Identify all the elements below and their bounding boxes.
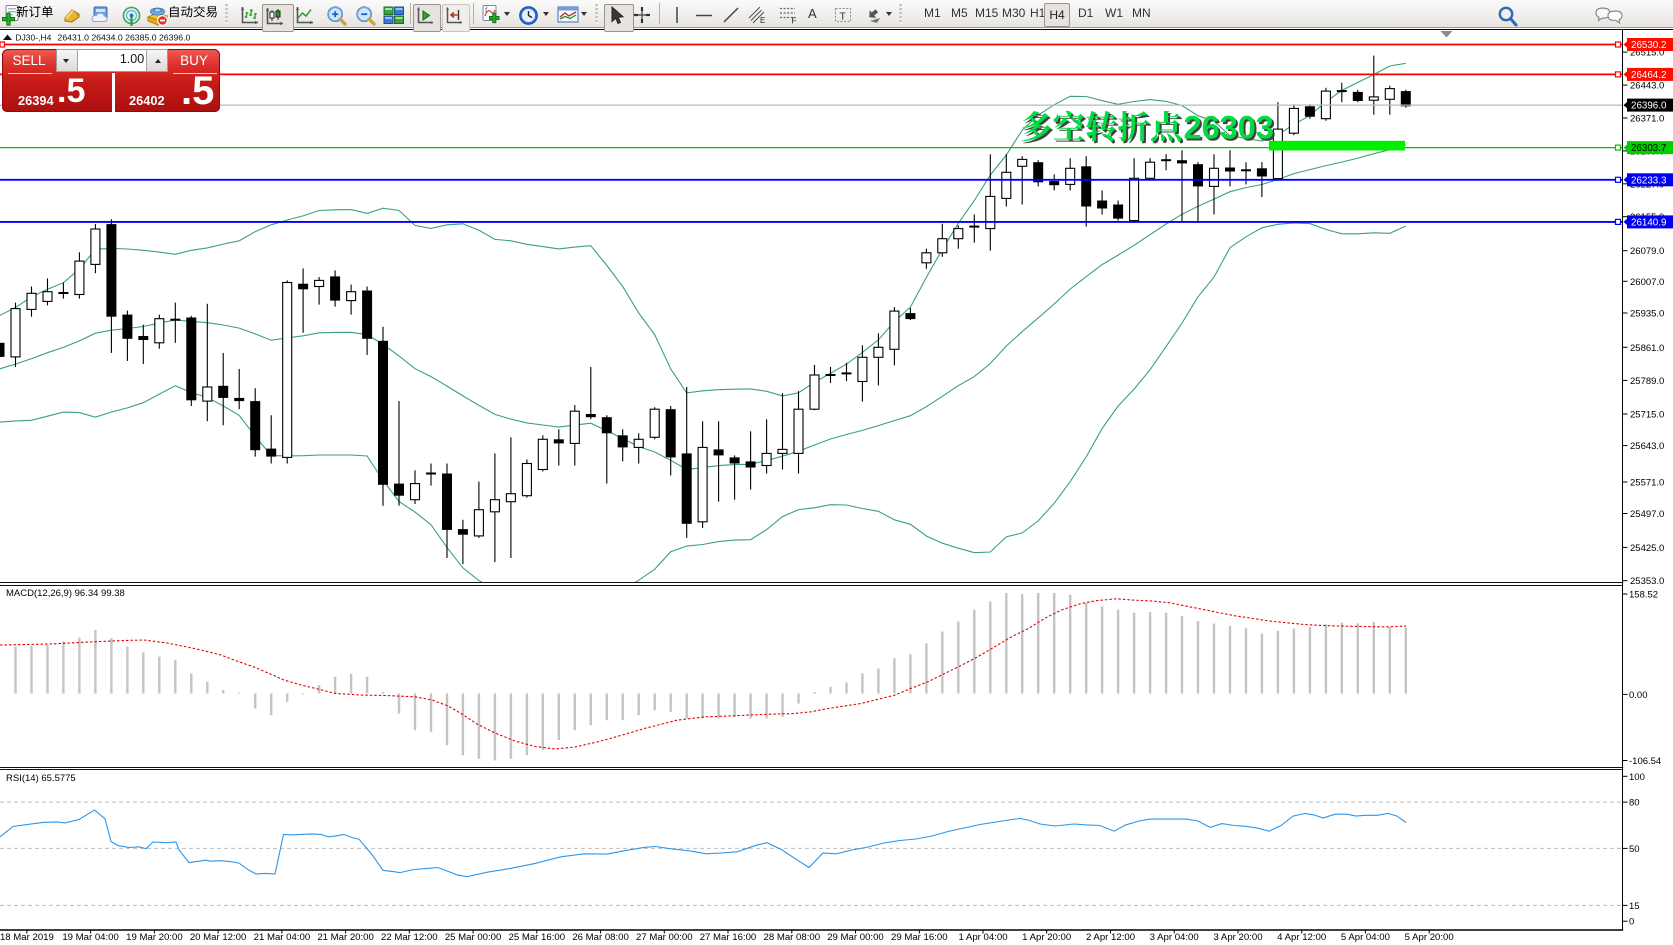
svg-text:-106.54: -106.54 bbox=[1629, 756, 1661, 767]
svg-text:26431.0 26434.0 26385.0 26396.: 26431.0 26434.0 26385.0 26396.0 bbox=[58, 32, 191, 42]
svg-text:19 Mar 20:00: 19 Mar 20:00 bbox=[126, 932, 183, 943]
svg-text:27 Mar 16:00: 27 Mar 16:00 bbox=[700, 932, 757, 943]
svg-text:50: 50 bbox=[1629, 844, 1640, 855]
svg-text:25 Mar 16:00: 25 Mar 16:00 bbox=[509, 932, 566, 943]
svg-text:27 Mar 00:00: 27 Mar 00:00 bbox=[636, 932, 693, 943]
svg-text:F: F bbox=[792, 16, 797, 25]
svg-text:26530.2: 26530.2 bbox=[1631, 40, 1666, 51]
svg-text:f: f bbox=[485, 6, 488, 14]
svg-text:26515.0: 26515.0 bbox=[1630, 48, 1664, 59]
svg-text:26007.0: 26007.0 bbox=[1630, 277, 1664, 288]
svg-text:T: T bbox=[840, 10, 847, 22]
svg-text:26140.9: 26140.9 bbox=[1631, 217, 1666, 228]
svg-text:28 Mar 08:00: 28 Mar 08:00 bbox=[764, 932, 821, 943]
svg-text:80: 80 bbox=[1629, 798, 1640, 809]
svg-text:E: E bbox=[760, 16, 765, 25]
svg-text:25861.0: 25861.0 bbox=[1630, 343, 1664, 354]
svg-text:25571.0: 25571.0 bbox=[1630, 478, 1664, 489]
svg-text:26233.3: 26233.3 bbox=[1631, 175, 1667, 186]
svg-text:RSI(14) 65.5775: RSI(14) 65.5775 bbox=[6, 773, 76, 784]
svg-text:26079.0: 26079.0 bbox=[1630, 246, 1664, 257]
svg-text:158.52: 158.52 bbox=[1629, 590, 1658, 601]
svg-text:26371.0: 26371.0 bbox=[1630, 114, 1664, 125]
svg-text:29 Mar 16:00: 29 Mar 16:00 bbox=[891, 932, 948, 943]
svg-text:25935.0: 25935.0 bbox=[1630, 309, 1664, 320]
svg-text:21 Mar 04:00: 21 Mar 04:00 bbox=[254, 932, 311, 943]
svg-text:25353.0: 25353.0 bbox=[1630, 576, 1664, 587]
svg-text:1 Apr 04:00: 1 Apr 04:00 bbox=[958, 932, 1007, 943]
svg-text:1 Apr 20:00: 1 Apr 20:00 bbox=[1022, 932, 1071, 943]
svg-text:26303: 26303 bbox=[1184, 110, 1274, 146]
svg-text:26464.2: 26464.2 bbox=[1631, 70, 1666, 81]
svg-text:25 Mar 00:00: 25 Mar 00:00 bbox=[445, 932, 502, 943]
svg-text:19 Mar 04:00: 19 Mar 04:00 bbox=[62, 932, 119, 943]
svg-text:4 Apr 12:00: 4 Apr 12:00 bbox=[1277, 932, 1326, 943]
svg-text:0: 0 bbox=[1629, 917, 1634, 928]
svg-text:100: 100 bbox=[1629, 772, 1645, 783]
svg-text:20 Mar 12:00: 20 Mar 12:00 bbox=[190, 932, 247, 943]
svg-text:2 Apr 12:00: 2 Apr 12:00 bbox=[1086, 932, 1135, 943]
svg-text:15: 15 bbox=[1629, 901, 1640, 912]
svg-text:26443.0: 26443.0 bbox=[1630, 81, 1664, 92]
svg-text:5 Apr 04:00: 5 Apr 04:00 bbox=[1341, 932, 1390, 943]
svg-text:5 Apr 20:00: 5 Apr 20:00 bbox=[1405, 932, 1454, 943]
svg-text:25497.0: 25497.0 bbox=[1630, 509, 1664, 520]
svg-text:3 Apr 20:00: 3 Apr 20:00 bbox=[1213, 932, 1262, 943]
svg-text:21 Mar 20:00: 21 Mar 20:00 bbox=[317, 932, 374, 943]
svg-text:25789.0: 25789.0 bbox=[1630, 376, 1664, 387]
svg-text:26303.7: 26303.7 bbox=[1631, 143, 1666, 154]
svg-text:0.00: 0.00 bbox=[1629, 690, 1648, 701]
svg-text:22 Mar 12:00: 22 Mar 12:00 bbox=[381, 932, 438, 943]
svg-text:25425.0: 25425.0 bbox=[1630, 543, 1664, 554]
svg-text:DJ30-,H4: DJ30-,H4 bbox=[15, 32, 51, 42]
svg-text:26303: 26303 bbox=[1186, 112, 1276, 148]
svg-text:26 Mar 08:00: 26 Mar 08:00 bbox=[572, 932, 629, 943]
svg-text:29 Mar 00:00: 29 Mar 00:00 bbox=[827, 932, 884, 943]
svg-text:26396.0: 26396.0 bbox=[1631, 101, 1667, 112]
svg-text:25715.0: 25715.0 bbox=[1630, 410, 1664, 421]
svg-text:18 Mar 2019: 18 Mar 2019 bbox=[0, 932, 54, 943]
svg-text:3 Apr 04:00: 3 Apr 04:00 bbox=[1150, 932, 1199, 943]
svg-text:25643.0: 25643.0 bbox=[1630, 441, 1664, 452]
svg-text:MACD(12,26,9) 96.34 99.38: MACD(12,26,9) 96.34 99.38 bbox=[6, 588, 125, 599]
